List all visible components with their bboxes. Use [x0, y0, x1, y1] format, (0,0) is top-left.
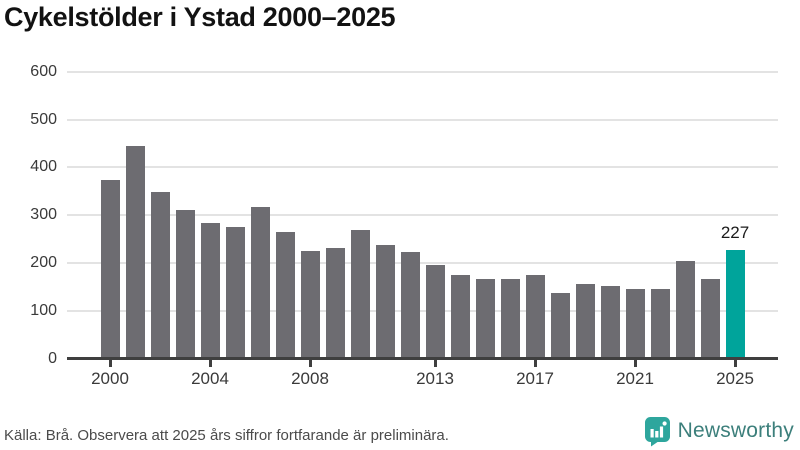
y-axis-label: 400 — [30, 158, 57, 176]
bar-2018 — [550, 292, 570, 359]
x-axis-label: 2004 — [191, 369, 229, 388]
value-annotation: 227 — [720, 222, 750, 242]
y-axis-label: 300 — [30, 206, 57, 224]
bar-2003 — [175, 209, 195, 359]
bar-2009 — [325, 247, 345, 359]
bar-2021 — [625, 288, 645, 359]
bar-2010 — [350, 229, 370, 359]
bar-2015 — [475, 278, 495, 359]
x-axis-label: 2021 — [616, 369, 654, 388]
x-axis-label: 2000 — [91, 369, 129, 388]
x-tick-2000 — [108, 360, 112, 367]
bar-2006 — [250, 206, 270, 359]
bar-2023 — [675, 260, 695, 359]
chart-title: Cykelstölder i Ystad 2000–2025 — [4, 2, 396, 32]
x-axis-line — [67, 357, 778, 360]
bar-2005 — [225, 226, 245, 359]
x-tick-2025 — [733, 360, 737, 367]
bar-2002 — [150, 191, 170, 359]
bar-2016 — [500, 278, 520, 359]
bar-2017 — [525, 274, 545, 359]
bar-2011 — [375, 244, 395, 359]
y-axis-label: 200 — [30, 253, 57, 271]
bar-2008 — [300, 250, 320, 359]
gridline-200 — [67, 261, 778, 264]
newsworthy-logo: Newsworthy — [644, 414, 794, 448]
gridline-500 — [67, 118, 778, 121]
source-note: Källa: Brå. Observera att 2025 års siffr… — [4, 427, 449, 444]
newsworthy-icon — [644, 416, 670, 446]
gridline-400 — [67, 166, 778, 169]
bar-2024 — [700, 278, 720, 359]
bar-2019 — [575, 283, 595, 359]
y-axis-label: 600 — [30, 62, 57, 80]
y-axis-label: 100 — [30, 301, 57, 319]
newsworthy-logo-text: Newsworthy — [677, 419, 794, 442]
x-tick-2017 — [533, 360, 537, 367]
x-tick-2021 — [633, 360, 637, 367]
gridline-600 — [67, 70, 778, 73]
x-axis-label: 2013 — [416, 369, 454, 388]
bar-2025 — [725, 249, 745, 359]
x-tick-2008 — [308, 360, 312, 367]
x-axis-label: 2017 — [516, 369, 554, 388]
bar-2014 — [450, 274, 470, 359]
bar-2012 — [400, 251, 420, 359]
gridline-100 — [67, 309, 778, 312]
bar-2001 — [125, 145, 145, 359]
x-axis-label: 2008 — [291, 369, 329, 388]
bar-2000 — [100, 179, 120, 359]
bar-2007 — [275, 231, 295, 359]
x-tick-2013 — [433, 360, 437, 367]
bar-2013 — [425, 264, 445, 359]
bar-2004 — [200, 222, 220, 359]
y-axis-label: 500 — [30, 110, 57, 128]
bar-2022 — [650, 288, 670, 359]
x-axis-label: 2025 — [716, 369, 754, 388]
y-axis-label: 0 — [48, 349, 57, 367]
bar-2020 — [600, 285, 620, 359]
x-tick-2004 — [208, 360, 212, 367]
gridline-300 — [67, 214, 778, 217]
